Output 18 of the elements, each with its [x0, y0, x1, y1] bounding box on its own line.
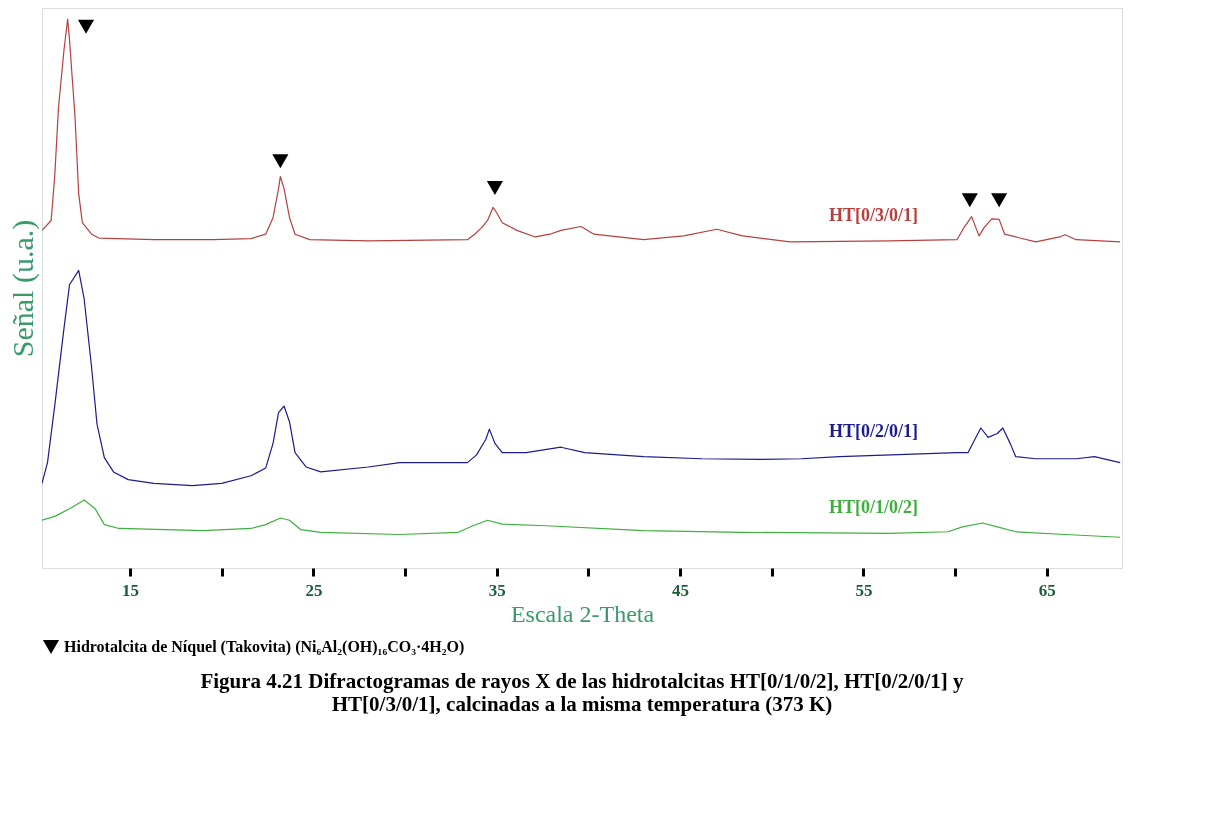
x-tick-label: 45 [672, 580, 690, 600]
x-tick-label: 25 [305, 580, 323, 600]
point [961, 193, 978, 208]
y-axis-title: Señal (u.a.) [5, 219, 40, 358]
legend-label: Hidrotalcita de Níquel (Takovita) (Ni₆Al₂(OH)₁₆CO₃·4H₂O) [64, 638, 465, 656]
series-label: HT[0/2/0/1] [829, 420, 919, 441]
point [272, 154, 289, 169]
text: Figura 4.21 Difractogramas de rayos X de las hidrotalcitas HT[0/1/0/2], HT[0/2/0/1] y HT[0/3/0/1], calcinadas a la misma temperatura (373 K) [200, 669, 965, 716]
x-tick-label: 65 [1038, 580, 1056, 600]
series-label: HT[0/3/0/1] [829, 204, 919, 225]
x-tick-label: 35 [488, 580, 506, 600]
point [486, 181, 503, 196]
point [77, 19, 95, 34]
series-label: HT[0/1/0/2] [829, 497, 919, 518]
x-axis-title: Escala 2-Theta [510, 600, 655, 627]
x-tick-label: 55 [855, 580, 873, 600]
point [991, 193, 1008, 208]
x-tick-label: 15 [122, 580, 140, 600]
